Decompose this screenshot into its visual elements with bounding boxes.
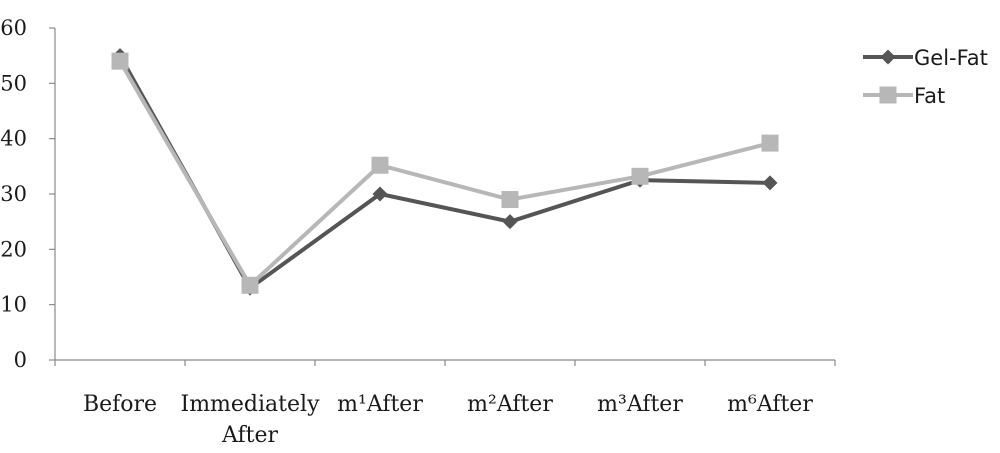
series-line <box>118 54 771 291</box>
legend-item: Gel-Fat <box>863 46 988 70</box>
y-tick-label: 20 <box>0 237 27 261</box>
x-tick-label: m²After <box>467 392 553 417</box>
x-tick-label: m⁶After <box>727 392 813 417</box>
legend-label: Fat <box>914 84 945 108</box>
data-point <box>761 134 779 152</box>
legend-marker <box>879 86 897 104</box>
series-line <box>118 60 771 288</box>
data-point <box>241 276 259 294</box>
data-point <box>501 191 519 209</box>
data-point <box>111 52 129 70</box>
x-tick-label: Before <box>83 392 157 417</box>
y-tick-label: 40 <box>0 127 27 151</box>
series-group <box>111 48 779 296</box>
x-tick-label: m³After <box>597 392 683 417</box>
x-axis-ticks: Before Immediately After m¹After m²After m³Af… <box>54 360 836 448</box>
y-tick-label: 30 <box>0 182 27 206</box>
x-tick-label: Immediately After <box>181 392 321 448</box>
legend-item: Fat <box>863 84 945 108</box>
data-point <box>372 186 388 202</box>
y-axis-ticks: 0 10 20 30 40 50 60 <box>0 16 55 372</box>
x-tick-label: m¹After <box>337 392 423 417</box>
y-tick-label: 60 <box>0 16 27 40</box>
series-gel-fat <box>112 48 778 296</box>
y-tick-label: 50 <box>0 71 27 95</box>
y-tick-label: 0 <box>14 348 27 372</box>
axes <box>54 28 835 361</box>
data-point <box>371 156 389 174</box>
legend-marker <box>880 49 896 65</box>
y-tick-label: 10 <box>0 293 27 317</box>
data-point <box>502 214 518 230</box>
data-point <box>631 167 649 185</box>
legend: Gel-Fat Fat <box>863 46 988 108</box>
legend-label: Gel-Fat <box>914 46 988 70</box>
series-fat <box>111 52 779 294</box>
data-point <box>762 175 778 191</box>
